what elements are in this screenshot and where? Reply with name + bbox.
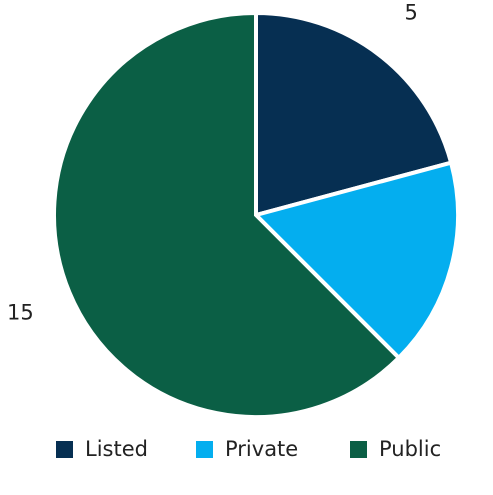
pie-slice-public [52, 10, 402, 419]
pie-slice-listed [254, 10, 454, 218]
legend-label-private: Private [225, 437, 299, 461]
data-label-public: 15 [7, 301, 34, 325]
legend-label-listed: Listed [85, 437, 148, 461]
data-label-listed: 5 [405, 1, 418, 25]
legend-item-private: Private [196, 434, 298, 464]
pie-slice-private [252, 160, 460, 361]
legend-swatch-private [196, 440, 213, 458]
legend-label-public: Public [379, 437, 442, 461]
chart-legend: Listed Private Public [0, 434, 493, 464]
legend-swatch-public [350, 440, 367, 458]
legend-item-public: Public [350, 434, 441, 464]
legend-item-listed: Listed [56, 434, 148, 464]
legend-swatch-listed [56, 440, 73, 458]
